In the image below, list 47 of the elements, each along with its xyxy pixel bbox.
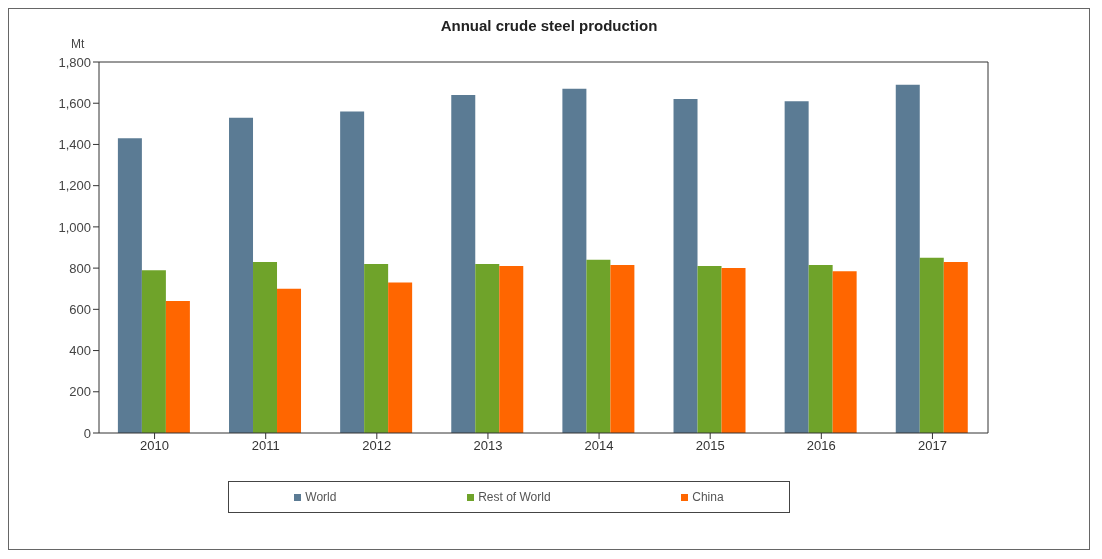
legend-label: World bbox=[304, 490, 337, 504]
y-tick-label: 1,600 bbox=[58, 95, 91, 111]
y-tick-label: 1,000 bbox=[58, 219, 91, 235]
legend-label: China bbox=[691, 490, 724, 504]
bar bbox=[919, 257, 944, 433]
y-tick-label: 800 bbox=[69, 260, 91, 276]
bar bbox=[165, 301, 190, 433]
x-tick-label: 2012 bbox=[362, 438, 392, 454]
bar bbox=[895, 84, 920, 433]
chart-title: Annual crude steel production bbox=[439, 17, 659, 34]
bar bbox=[697, 266, 722, 433]
bar bbox=[475, 263, 500, 433]
bar bbox=[340, 111, 365, 433]
bar bbox=[673, 99, 698, 433]
bar bbox=[562, 88, 587, 433]
bar bbox=[451, 94, 476, 433]
y-axis-title: Mt bbox=[71, 37, 85, 51]
y-tick-label: 1,800 bbox=[58, 54, 91, 70]
y-tick-label: 1,400 bbox=[58, 137, 91, 153]
y-tick-label: 1,200 bbox=[58, 178, 91, 194]
bar bbox=[586, 259, 611, 433]
x-tick-label: 2010 bbox=[140, 438, 170, 454]
bar bbox=[277, 288, 302, 433]
bar bbox=[721, 268, 746, 433]
bar bbox=[229, 117, 254, 433]
bar bbox=[388, 282, 413, 433]
y-tick-label: 200 bbox=[69, 384, 91, 400]
y-tick-label: 600 bbox=[69, 301, 91, 317]
bar bbox=[808, 265, 833, 433]
bar bbox=[253, 261, 278, 433]
x-tick-label: 2015 bbox=[695, 438, 725, 454]
bar bbox=[784, 101, 809, 433]
bar bbox=[832, 271, 857, 433]
bar bbox=[943, 261, 968, 433]
x-tick-label: 2011 bbox=[251, 438, 280, 454]
x-tick-label: 2017 bbox=[917, 438, 947, 454]
bar bbox=[141, 270, 166, 433]
bar bbox=[364, 263, 389, 433]
x-tick-label: 2014 bbox=[584, 438, 614, 454]
legend-label: Rest of World bbox=[477, 490, 551, 504]
x-tick-label: 2013 bbox=[473, 438, 503, 454]
bar bbox=[117, 138, 142, 433]
x-tick-label: 2016 bbox=[806, 438, 836, 454]
y-tick-label: 400 bbox=[69, 343, 91, 359]
bar bbox=[499, 266, 524, 433]
y-tick-label: 0 bbox=[83, 425, 91, 441]
bar bbox=[610, 265, 635, 433]
